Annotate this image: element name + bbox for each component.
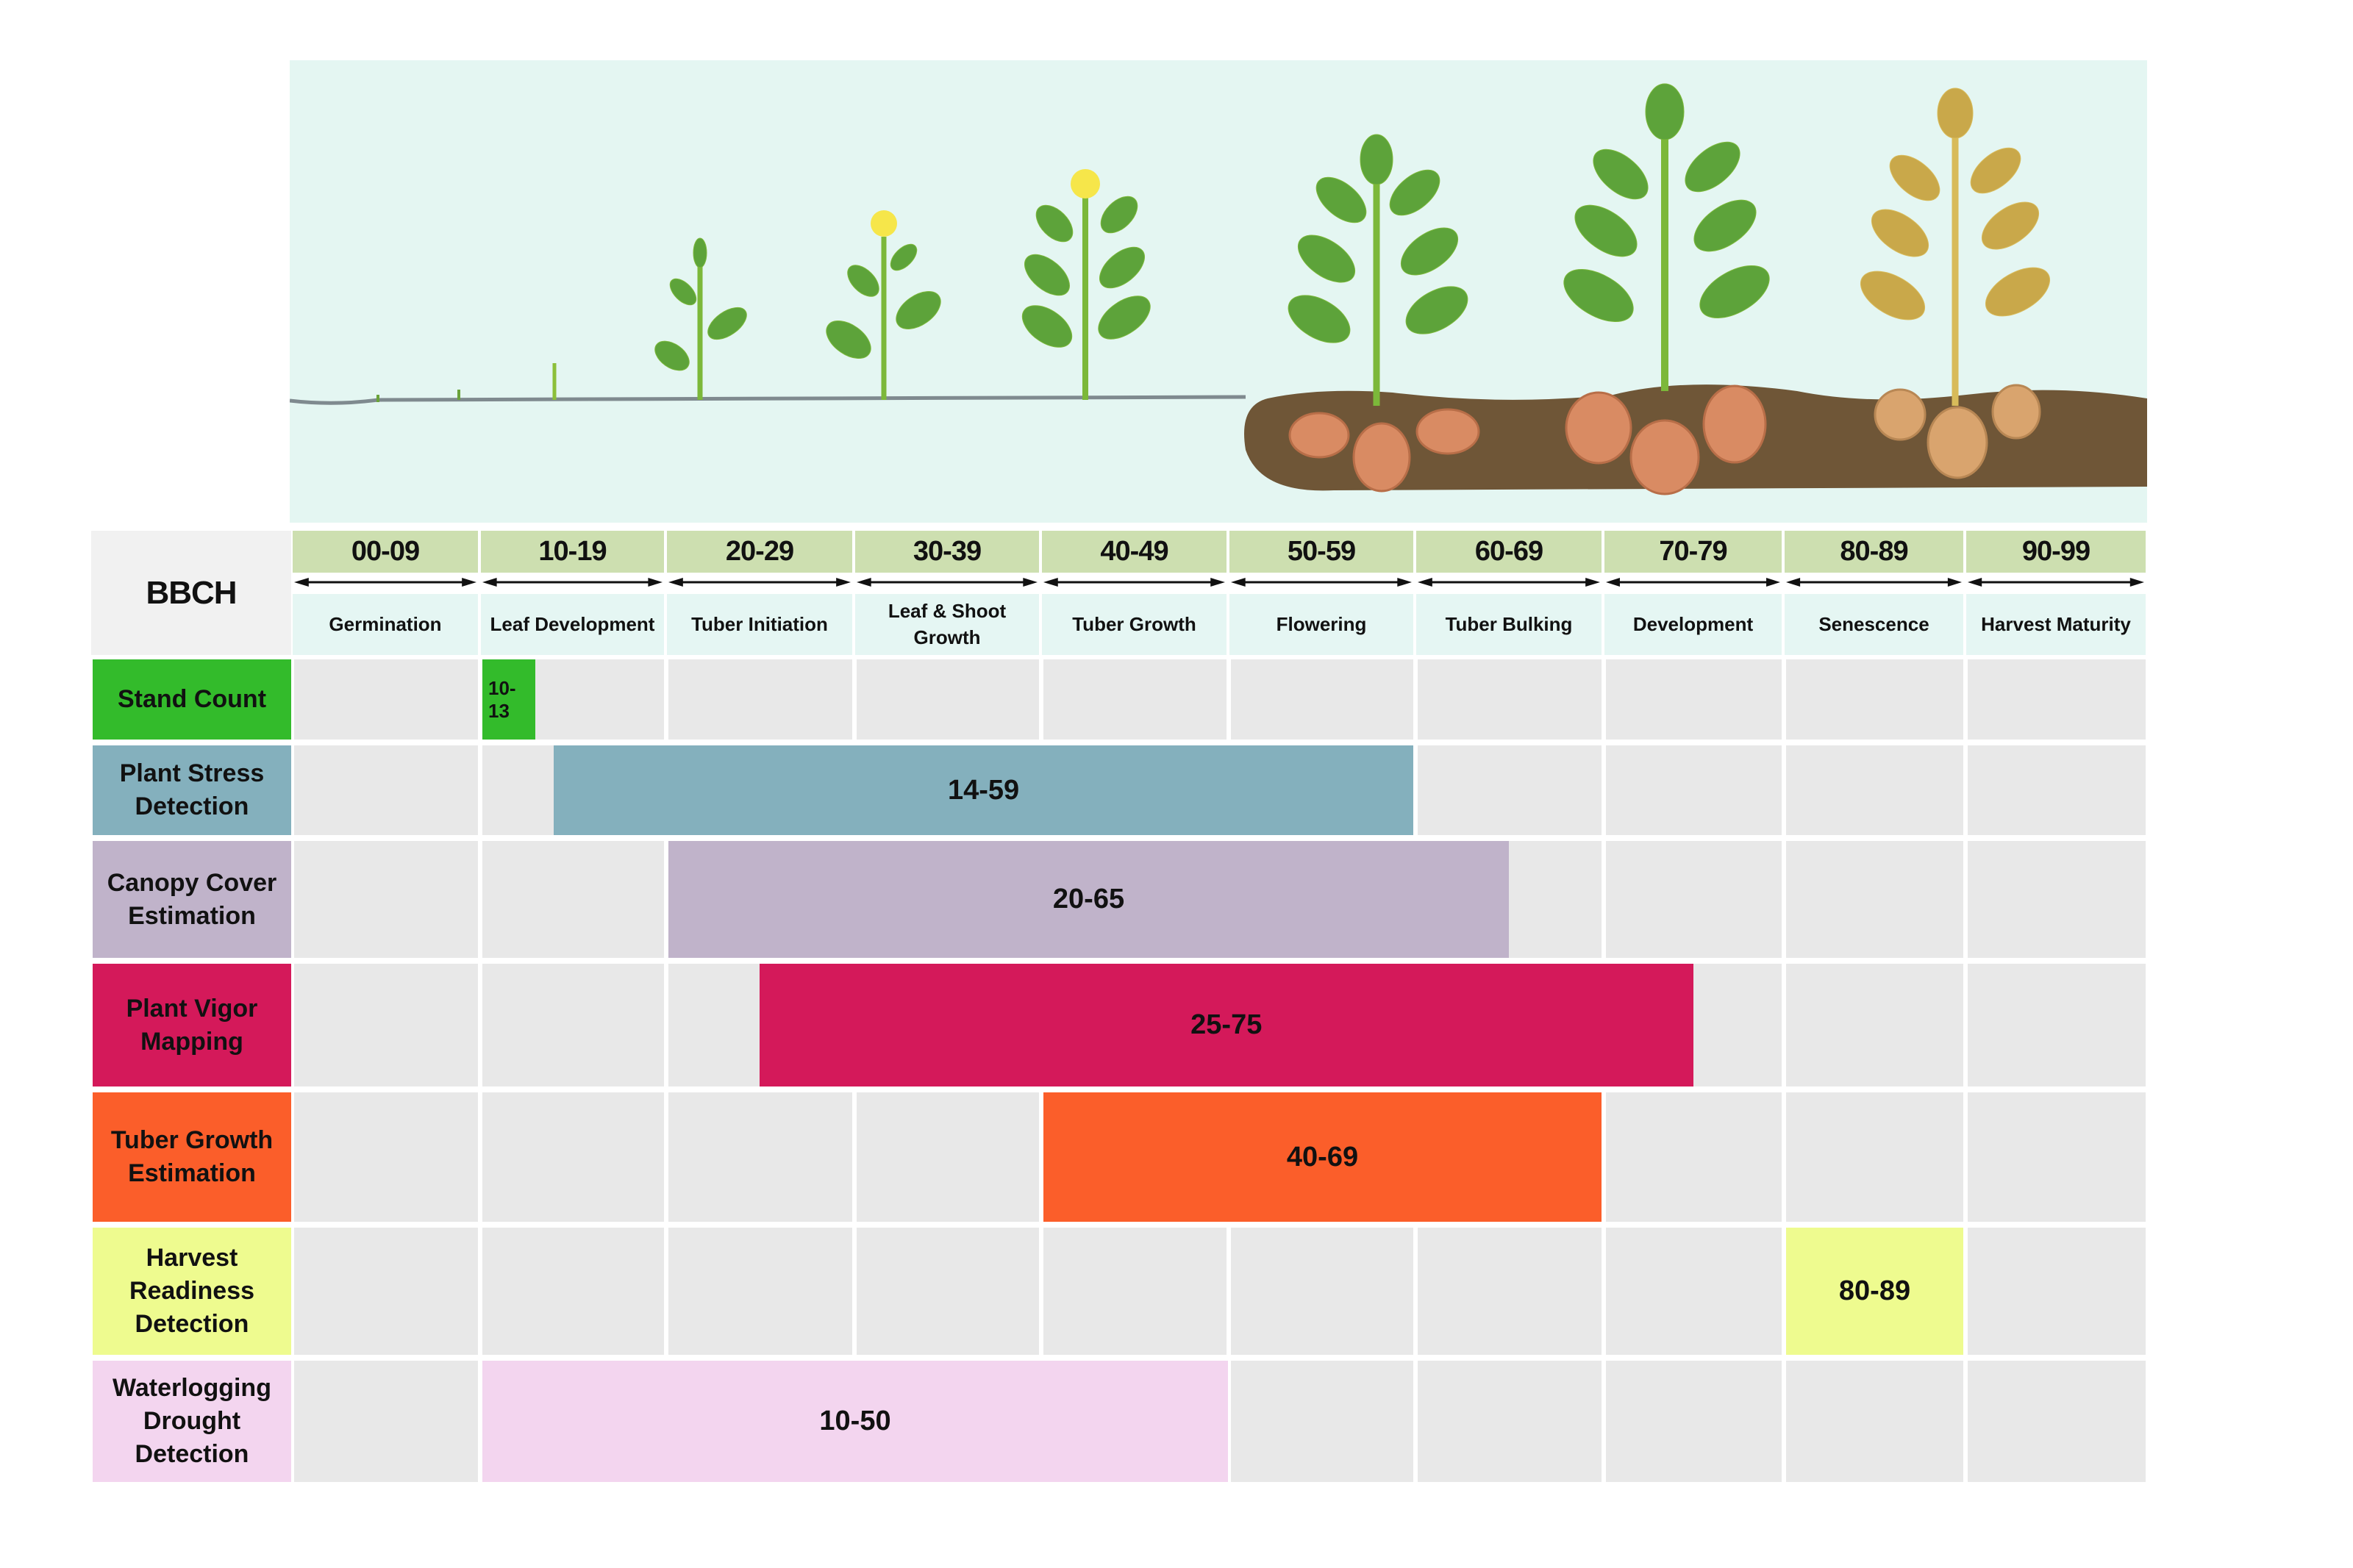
grid-cell (294, 659, 478, 740)
flower-icon (871, 210, 897, 237)
double-arrow-icon (1606, 571, 1780, 593)
range-bar: 10-50 (482, 1361, 1228, 1482)
grid-cell (1786, 964, 1963, 1086)
range-bar: 80-89 (1786, 1228, 1963, 1355)
grid-cell (1606, 841, 1782, 958)
grid-cell (294, 1361, 478, 1482)
stage-phase-label: Senescence (1785, 594, 1963, 655)
stage-phase-label: Harvest Maturity (1966, 594, 2146, 655)
grid-cell (1968, 1361, 2146, 1482)
grid-cell (1968, 659, 2146, 740)
grid-cell (1968, 1228, 2146, 1355)
stage-phase-label: Leaf & Shoot Growth (855, 594, 1039, 655)
stage-code: 40-49 (1042, 531, 1227, 573)
row-label: Canopy Cover Estimation (93, 841, 291, 958)
grid-cell (482, 1228, 664, 1355)
range-bar: 20-65 (668, 841, 1509, 958)
stage-code: 00-09 (293, 531, 478, 573)
grid-cell (1043, 1228, 1227, 1355)
stage-phase-label: Flowering (1229, 594, 1413, 655)
row-label: Waterlogging Drought Detection (93, 1361, 291, 1482)
double-arrow-icon (1786, 571, 1962, 593)
grid-cell (1231, 659, 1413, 740)
row-label: Plant Vigor Mapping (93, 964, 291, 1086)
grid-cell (294, 964, 478, 1086)
grid-cell (1043, 659, 1227, 740)
stage-phase-label: Germination (293, 594, 478, 655)
grid-cell (1231, 1228, 1413, 1355)
grid-cell (668, 659, 852, 740)
grid-cell (1418, 1228, 1602, 1355)
grid-cell (1418, 745, 1602, 835)
grid-cell (294, 1092, 478, 1222)
stage-code: 90-99 (1966, 531, 2146, 573)
grid-cell (1418, 1361, 1602, 1482)
row-label: Harvest Readiness Detection (93, 1228, 291, 1355)
flower-icon (1071, 169, 1100, 198)
growth-stage-illustration (290, 60, 2147, 523)
grid-cell (857, 1228, 1039, 1355)
grid-cell (857, 1092, 1039, 1222)
stage-code: 80-89 (1785, 531, 1963, 573)
grid-cell (1786, 1361, 1963, 1482)
potato-growth-illustration (290, 83, 2147, 495)
grid-cell (294, 841, 478, 958)
grid-cell (668, 1092, 852, 1222)
row-label: Stand Count (93, 659, 291, 740)
grid-cell (1968, 1092, 2146, 1222)
double-arrow-icon (1043, 571, 1225, 593)
range-bar: 25-75 (760, 964, 1693, 1086)
grid-cell (1968, 964, 2146, 1086)
range-bar: 14-59 (554, 745, 1413, 835)
double-arrow-icon (294, 571, 476, 593)
grid-cell (482, 841, 664, 958)
grid-cell (1968, 745, 2146, 835)
row-label: Plant Stress Detection (93, 745, 291, 835)
grid-cell (482, 964, 664, 1086)
grid-cell (668, 1228, 852, 1355)
grid-cell (482, 1092, 664, 1222)
stage-phase-label: Leaf Development (481, 594, 664, 655)
double-arrow-icon (857, 571, 1038, 593)
stage-code: 70-79 (1604, 531, 1782, 573)
range-bar: 40-69 (1043, 1092, 1602, 1222)
grid-cell (1786, 659, 1963, 740)
double-arrow-icon (1231, 571, 1412, 593)
stage-phase-label: Tuber Initiation (667, 594, 852, 655)
double-arrow-icon (482, 571, 663, 593)
double-arrow-icon (668, 571, 851, 593)
stage-code: 20-29 (667, 531, 852, 573)
stage-phase-label: Development (1604, 594, 1782, 655)
stage-code: 10-19 (481, 531, 664, 573)
double-arrow-icon (1968, 571, 2144, 593)
grid-cell (1418, 659, 1602, 740)
grid-cell (294, 1228, 478, 1355)
grid-cell (1786, 745, 1963, 835)
grid-cell (1786, 841, 1963, 958)
grid-cell (1606, 745, 1782, 835)
grid-cell (1968, 841, 2146, 958)
stage-code: 30-39 (855, 531, 1039, 573)
double-arrow-icon (1418, 571, 1600, 593)
grid-cell (1786, 1092, 1963, 1222)
stage-code: 50-59 (1229, 531, 1413, 573)
grid-cell (1231, 1361, 1413, 1482)
stage-phase-label: Tuber Growth (1042, 594, 1227, 655)
grid-cell (857, 659, 1039, 740)
grid-cell (1606, 659, 1782, 740)
stage-code: 60-69 (1416, 531, 1602, 573)
grid-cell (1606, 1092, 1782, 1222)
range-bar: 10-13 (482, 659, 535, 740)
row-label: Tuber Growth Estimation (93, 1092, 291, 1222)
bbch-label: BBCH (91, 531, 291, 655)
grid-cell (1606, 1361, 1782, 1482)
grid-cell (1606, 1228, 1782, 1355)
stage-phase-label: Tuber Bulking (1416, 594, 1602, 655)
grid-cell (294, 745, 478, 835)
